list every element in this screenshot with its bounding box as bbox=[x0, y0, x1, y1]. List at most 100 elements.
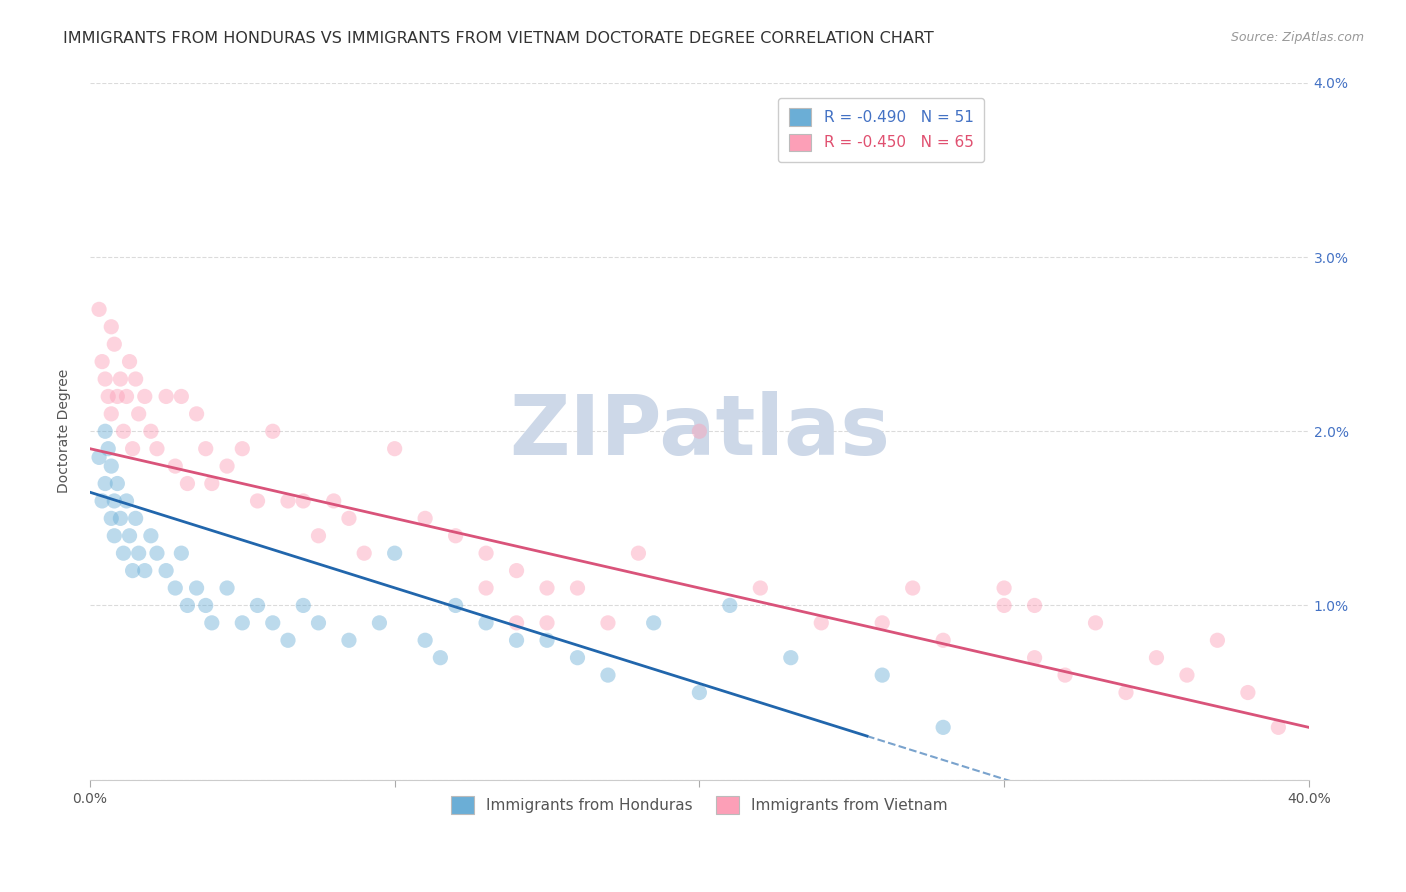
Point bbox=[475, 546, 498, 560]
Point bbox=[749, 581, 772, 595]
Point bbox=[112, 546, 135, 560]
Point bbox=[121, 564, 143, 578]
Point bbox=[1054, 668, 1077, 682]
Point bbox=[932, 633, 955, 648]
Point bbox=[1024, 599, 1046, 613]
Point bbox=[368, 615, 391, 630]
Point bbox=[146, 546, 169, 560]
Y-axis label: Doctorate Degree: Doctorate Degree bbox=[58, 369, 72, 493]
Point bbox=[688, 424, 710, 438]
Point bbox=[165, 581, 187, 595]
Point bbox=[186, 407, 208, 421]
Point bbox=[124, 372, 146, 386]
Point bbox=[103, 529, 125, 543]
Point bbox=[536, 581, 558, 595]
Point bbox=[165, 459, 187, 474]
Legend: Immigrants from Honduras, Immigrants from Vietnam: Immigrants from Honduras, Immigrants fro… bbox=[440, 785, 959, 824]
Point bbox=[91, 354, 114, 368]
Point bbox=[870, 668, 893, 682]
Point bbox=[201, 476, 224, 491]
Point bbox=[643, 615, 665, 630]
Point bbox=[176, 599, 198, 613]
Point bbox=[993, 581, 1015, 595]
Point bbox=[128, 407, 150, 421]
Point bbox=[262, 615, 284, 630]
Point bbox=[870, 615, 893, 630]
Point bbox=[118, 529, 141, 543]
Point bbox=[810, 615, 832, 630]
Point bbox=[176, 476, 198, 491]
Point bbox=[1267, 720, 1289, 734]
Point bbox=[124, 511, 146, 525]
Text: Source: ZipAtlas.com: Source: ZipAtlas.com bbox=[1230, 31, 1364, 45]
Text: ZIPatlas: ZIPatlas bbox=[509, 391, 890, 472]
Point bbox=[308, 529, 330, 543]
Point bbox=[505, 564, 527, 578]
Point bbox=[292, 494, 315, 508]
Point bbox=[1206, 633, 1229, 648]
Point bbox=[170, 389, 193, 403]
Point bbox=[536, 615, 558, 630]
Point bbox=[112, 424, 135, 438]
Point bbox=[292, 599, 315, 613]
Point bbox=[567, 581, 589, 595]
Point bbox=[246, 494, 269, 508]
Point bbox=[110, 511, 132, 525]
Point bbox=[94, 424, 117, 438]
Point bbox=[337, 633, 360, 648]
Point bbox=[103, 494, 125, 508]
Point bbox=[444, 529, 467, 543]
Point bbox=[105, 476, 128, 491]
Point bbox=[505, 633, 527, 648]
Point bbox=[94, 372, 117, 386]
Point bbox=[475, 581, 498, 595]
Point bbox=[1024, 650, 1046, 665]
Point bbox=[246, 599, 269, 613]
Point bbox=[505, 615, 527, 630]
Point bbox=[1237, 685, 1260, 699]
Point bbox=[170, 546, 193, 560]
Point bbox=[932, 720, 955, 734]
Point bbox=[139, 424, 162, 438]
Point bbox=[194, 599, 217, 613]
Point bbox=[413, 633, 436, 648]
Point bbox=[94, 476, 117, 491]
Point bbox=[155, 564, 177, 578]
Point bbox=[194, 442, 217, 456]
Point bbox=[215, 581, 238, 595]
Point bbox=[100, 407, 122, 421]
Point bbox=[444, 599, 467, 613]
Point bbox=[353, 546, 375, 560]
Point bbox=[779, 650, 801, 665]
Point bbox=[231, 442, 253, 456]
Point bbox=[567, 650, 589, 665]
Point bbox=[103, 337, 125, 351]
Point bbox=[1115, 685, 1137, 699]
Point bbox=[118, 354, 141, 368]
Point bbox=[100, 511, 122, 525]
Point bbox=[596, 668, 619, 682]
Point bbox=[627, 546, 650, 560]
Point bbox=[121, 442, 143, 456]
Point bbox=[100, 319, 122, 334]
Point bbox=[322, 494, 344, 508]
Point bbox=[128, 546, 150, 560]
Point bbox=[87, 450, 110, 465]
Point bbox=[718, 599, 741, 613]
Point bbox=[277, 494, 299, 508]
Point bbox=[146, 442, 169, 456]
Point bbox=[186, 581, 208, 595]
Point bbox=[337, 511, 360, 525]
Point bbox=[134, 389, 156, 403]
Point bbox=[97, 389, 120, 403]
Point bbox=[115, 494, 138, 508]
Point bbox=[429, 650, 451, 665]
Point bbox=[155, 389, 177, 403]
Point bbox=[413, 511, 436, 525]
Point bbox=[475, 615, 498, 630]
Point bbox=[308, 615, 330, 630]
Point bbox=[139, 529, 162, 543]
Point bbox=[384, 546, 406, 560]
Text: IMMIGRANTS FROM HONDURAS VS IMMIGRANTS FROM VIETNAM DOCTORATE DEGREE CORRELATION: IMMIGRANTS FROM HONDURAS VS IMMIGRANTS F… bbox=[63, 31, 934, 46]
Point bbox=[110, 372, 132, 386]
